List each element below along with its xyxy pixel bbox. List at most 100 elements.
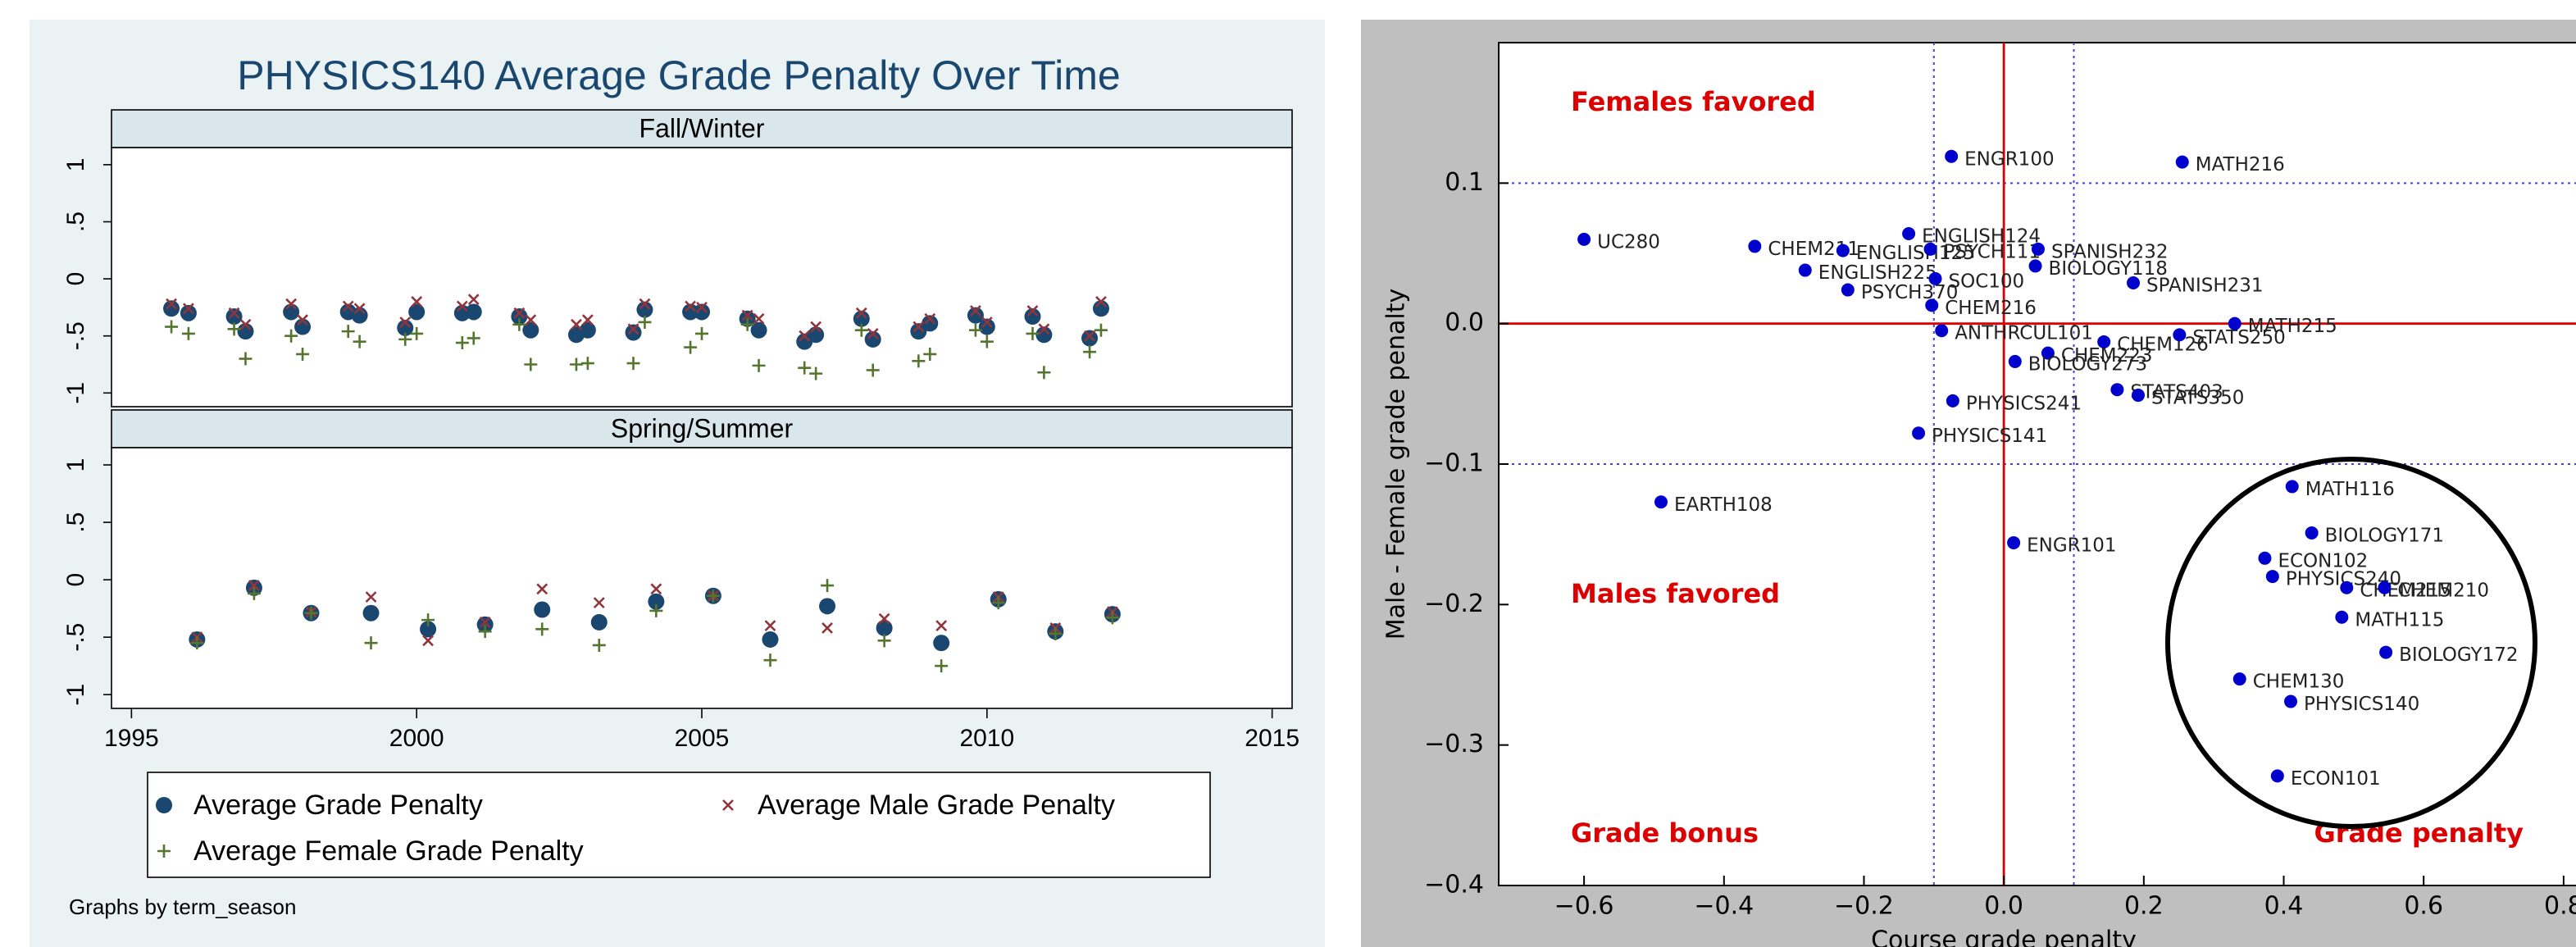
point xyxy=(808,326,825,344)
y-tick-label: -1 xyxy=(62,382,89,404)
legend xyxy=(147,772,1211,878)
point xyxy=(225,308,243,326)
point xyxy=(821,622,833,634)
point xyxy=(877,634,891,648)
point xyxy=(342,300,354,312)
point xyxy=(2305,526,2319,540)
point xyxy=(304,606,318,620)
point xyxy=(1654,495,1668,509)
quadrant-label: Grade penalty xyxy=(2314,817,2524,849)
point-label: EARTH108 xyxy=(1674,494,1773,516)
point xyxy=(922,315,939,332)
point-label: MATH215 xyxy=(2248,316,2337,337)
point xyxy=(479,617,491,628)
point xyxy=(935,659,949,673)
point xyxy=(571,318,582,330)
point xyxy=(980,335,994,348)
y-tick-label: -1 xyxy=(62,684,89,706)
point xyxy=(864,330,881,348)
point xyxy=(1105,611,1119,625)
point-label: BIOLOGY171 xyxy=(2325,525,2444,546)
point-label: CHEM215 xyxy=(2360,580,2451,601)
point xyxy=(227,322,241,336)
point xyxy=(694,303,710,321)
point-label: BIOLOGY172 xyxy=(2399,644,2518,666)
point xyxy=(1925,298,1939,312)
point xyxy=(2270,769,2284,783)
point-label: STATS403 xyxy=(2130,382,2223,403)
point xyxy=(648,593,665,610)
point xyxy=(420,621,437,638)
point xyxy=(1038,323,1050,335)
point xyxy=(764,620,776,632)
plot-area xyxy=(111,447,1293,709)
point xyxy=(579,321,596,339)
point xyxy=(924,312,936,325)
point-label: MATH115 xyxy=(2355,609,2444,631)
point xyxy=(763,653,777,667)
point xyxy=(638,315,652,329)
point xyxy=(969,305,981,316)
point xyxy=(190,636,204,650)
point-label: PSYCH370 xyxy=(1861,282,1959,303)
point xyxy=(581,314,594,326)
point xyxy=(163,300,180,317)
point xyxy=(923,347,937,361)
point xyxy=(968,323,982,337)
y-axis-label: Male - Female grade penalty xyxy=(1382,289,1411,640)
point xyxy=(626,357,640,371)
point xyxy=(752,358,766,372)
panel-title: Spring/Summer xyxy=(611,413,794,443)
point xyxy=(2028,259,2042,273)
x-tick-label: 2005 xyxy=(675,725,730,752)
point xyxy=(1035,326,1053,344)
point xyxy=(1084,330,1095,342)
point xyxy=(685,300,697,312)
point xyxy=(978,318,995,335)
legend-label: Average Grade Penalty xyxy=(193,790,483,821)
point xyxy=(1912,426,1926,440)
point xyxy=(696,301,708,313)
point xyxy=(397,319,414,336)
point xyxy=(2041,346,2055,360)
point xyxy=(912,354,926,368)
point xyxy=(456,300,468,312)
point xyxy=(1923,242,1937,256)
point xyxy=(991,596,1005,610)
point xyxy=(2379,645,2393,659)
y-tick-label: −0.1 xyxy=(1424,449,1484,478)
point xyxy=(1902,227,1916,241)
point xyxy=(1037,366,1051,380)
point xyxy=(1577,232,1591,246)
point xyxy=(762,631,779,648)
x-tick-label: 1995 xyxy=(104,725,159,752)
point xyxy=(511,308,528,326)
point xyxy=(353,303,366,315)
point xyxy=(1928,271,1942,285)
x-tick-label: 0.4 xyxy=(2264,892,2304,921)
point xyxy=(2132,389,2146,403)
point xyxy=(247,586,261,600)
point xyxy=(1748,239,1762,253)
point xyxy=(1836,244,1850,257)
y-tick-label: −0.3 xyxy=(1424,730,1484,758)
point xyxy=(2232,672,2246,686)
point xyxy=(513,307,526,319)
point xyxy=(1049,626,1063,640)
point xyxy=(165,320,179,334)
quadrant-label: Females favored xyxy=(1571,86,1816,117)
point xyxy=(228,307,240,319)
point xyxy=(408,303,426,321)
point xyxy=(353,335,366,348)
point-label: SPANISH232 xyxy=(2051,241,2169,262)
point xyxy=(2110,383,2124,397)
point xyxy=(753,312,765,325)
y-tick-label: 0 xyxy=(62,272,89,286)
point xyxy=(981,316,993,328)
point xyxy=(1024,308,1041,326)
point xyxy=(2340,580,2354,594)
panel-title: Fall/Winter xyxy=(639,113,765,143)
plot-area xyxy=(111,147,1293,407)
point xyxy=(2284,694,2298,708)
point xyxy=(821,579,835,593)
